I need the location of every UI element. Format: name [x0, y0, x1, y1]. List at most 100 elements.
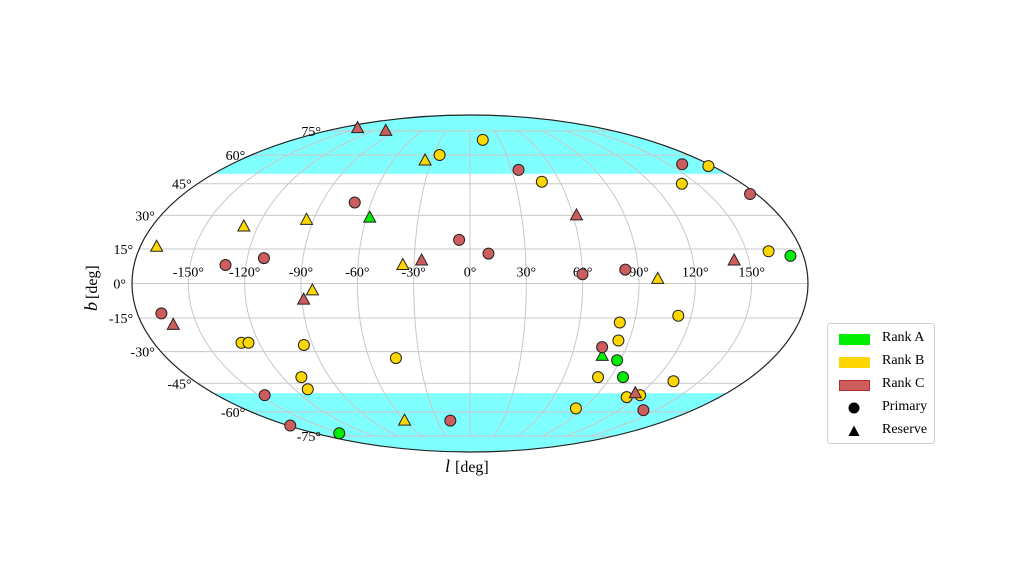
data-point-primary	[348, 196, 361, 209]
y-tick-label: 75°	[301, 125, 321, 140]
data-point-reserve	[628, 385, 643, 399]
legend-label: Rank C	[882, 376, 925, 391]
legend-label: Rank B	[882, 353, 925, 368]
data-point-primary	[672, 309, 685, 322]
data-point-primary	[482, 247, 495, 260]
data-point-reserve	[569, 207, 584, 221]
data-point-primary	[592, 371, 605, 384]
rank-c-swatch	[839, 380, 870, 391]
legend-item-rank-b: Rank B	[828, 352, 934, 372]
y-tick-label: 0°	[113, 278, 126, 293]
x-tick-label: -150°	[173, 266, 204, 281]
y-tick-label: 15°	[114, 243, 134, 258]
x-axis-label-unit: [deg]	[455, 459, 489, 476]
rank-b-swatch	[839, 357, 870, 368]
y-tick-label: 30°	[135, 209, 155, 224]
data-point-primary	[284, 419, 297, 432]
x-tick-label: 30°	[517, 266, 537, 281]
data-markers	[149, 120, 797, 440]
legend-item-rank-c: Rank C	[828, 375, 934, 395]
y-tick-label: -15°	[109, 312, 133, 327]
data-point-primary	[762, 245, 775, 258]
x-tick-label: 120°	[682, 266, 709, 281]
meridian-gridline	[493, 130, 527, 437]
data-point-primary	[569, 402, 582, 415]
meridian-gridline	[541, 130, 640, 437]
y-axis-label: b [deg]	[81, 265, 101, 311]
y-tick-label: 45°	[172, 178, 192, 193]
y-tick-label: -45°	[167, 377, 191, 392]
data-point-primary	[297, 338, 310, 351]
y-tick-labels: -75° -60° -45° -30° -15° 0° 15° 30° 45° 60° 75°	[109, 125, 321, 445]
data-point-reserve	[395, 257, 410, 271]
triangle-marker-icon	[848, 425, 860, 436]
data-point-primary	[667, 375, 680, 388]
meridian-gridline	[517, 130, 584, 437]
data-point-reserve	[595, 348, 610, 361]
legend-label: Reserve	[882, 422, 928, 437]
data-point-reserve	[305, 282, 320, 296]
y-tick-label: -60°	[221, 406, 245, 421]
data-point-reserve	[378, 123, 393, 136]
meridian-gridline	[187, 130, 351, 437]
legend-item-primary: Primary	[828, 398, 934, 418]
data-point-primary	[242, 336, 255, 349]
data-point-primary	[702, 160, 715, 173]
x-tick-label: -90°	[289, 266, 313, 281]
y-tick-label: -75°	[297, 430, 321, 445]
data-point-reserve	[727, 252, 741, 266]
legend-item-reserve: Reserve	[828, 421, 934, 441]
data-point-primary	[333, 427, 346, 440]
data-point-primary	[675, 177, 688, 190]
x-tick-label: -120°	[229, 266, 260, 281]
data-point-reserve	[362, 210, 377, 223]
data-point-primary	[613, 316, 626, 329]
meridian-gridline	[356, 130, 423, 437]
data-point-primary	[576, 268, 589, 281]
data-point-reserve	[166, 317, 181, 330]
legend-label: Rank A	[882, 330, 925, 345]
plot-border	[131, 114, 809, 453]
data-point-primary	[596, 341, 609, 354]
data-point-primary	[676, 158, 689, 171]
x-tick-label: 90°	[629, 266, 649, 281]
data-point-primary	[453, 233, 466, 246]
meridian-gridline	[300, 130, 399, 437]
x-tick-label: 150°	[738, 266, 765, 281]
data-point-primary	[389, 352, 402, 365]
data-point-primary	[637, 404, 650, 417]
x-axis-label-symbol: l	[445, 456, 450, 476]
x-tick-label: 0°	[464, 266, 477, 281]
data-point-reserve	[414, 252, 429, 266]
y-tick-label: -30°	[131, 346, 155, 361]
y-axis-label-symbol: b	[81, 302, 101, 311]
data-point-primary	[444, 414, 457, 427]
x-axis-label: l [deg]	[445, 456, 489, 476]
data-point-primary	[257, 252, 270, 265]
data-point-primary	[612, 334, 625, 347]
data-point-reserve	[299, 212, 314, 225]
data-point-reserve	[397, 413, 412, 426]
legend-item-rank-a: Rank A	[828, 329, 934, 349]
meridian-gridline	[589, 130, 753, 437]
data-point-primary	[219, 259, 232, 272]
data-point-primary	[258, 389, 271, 402]
rank-a-swatch	[839, 334, 870, 345]
data-point-primary	[744, 188, 757, 201]
data-point-reserve	[350, 120, 365, 134]
data-point-primary	[535, 175, 548, 188]
data-point-primary	[433, 149, 446, 162]
data-point-primary	[301, 383, 314, 396]
y-tick-label: 60°	[226, 149, 246, 164]
data-point-reserve	[149, 239, 164, 252]
x-tick-labels: -150°-120°-90°-60°-30°0°30°60°90°120°150…	[173, 266, 765, 281]
data-point-primary	[617, 371, 629, 384]
data-point-reserve	[650, 271, 665, 284]
y-axis-label-unit: [deg]	[84, 265, 101, 299]
meridian-gridline	[244, 130, 375, 437]
data-point-primary	[476, 133, 489, 146]
data-point-primary	[784, 249, 797, 262]
circle-marker-icon	[848, 402, 860, 414]
data-point-primary	[155, 307, 168, 320]
